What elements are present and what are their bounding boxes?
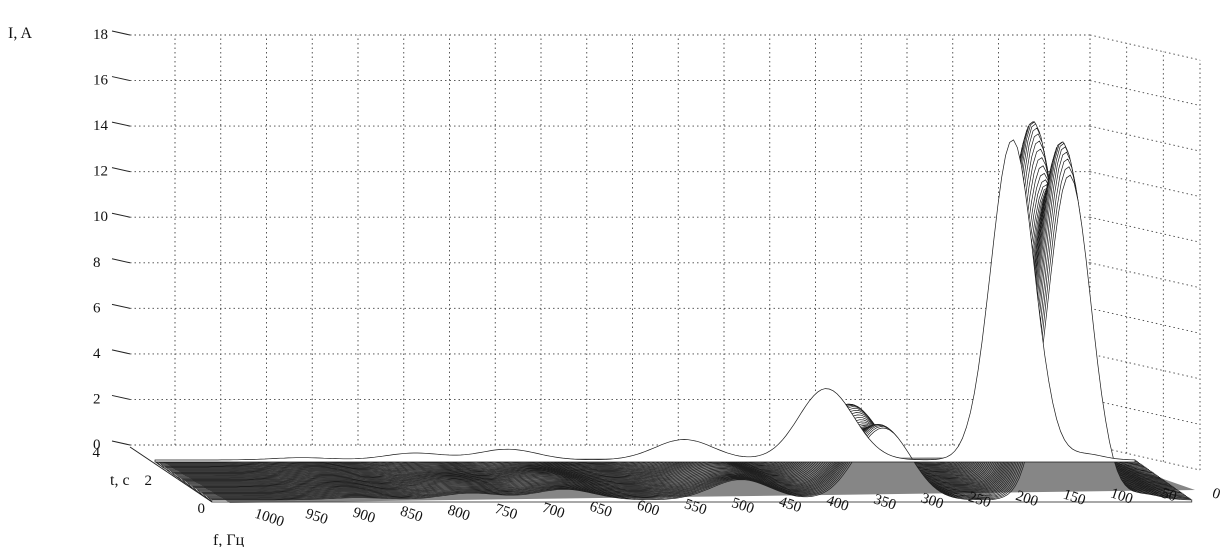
z-tick-mark xyxy=(111,167,131,173)
side-grid-line-z xyxy=(1089,80,1201,106)
side-grid-line-z xyxy=(1089,216,1201,243)
f-tick-label: 750 xyxy=(493,501,519,523)
f-tick-label: 850 xyxy=(398,504,424,526)
t-axis-line xyxy=(129,446,213,503)
t-tick-label: 2 xyxy=(145,473,153,489)
f-tick-label: 0 xyxy=(1210,485,1222,503)
f-tick-label: 600 xyxy=(635,498,661,520)
f-tick-label: 950 xyxy=(303,506,329,528)
z-axis-label: I, A xyxy=(8,25,32,42)
side-grid-line-z xyxy=(1089,125,1201,152)
f-tick-label: 250 xyxy=(966,489,992,511)
f-tick-label: 650 xyxy=(588,499,614,521)
z-tick-label: 0 xyxy=(93,437,101,453)
f-tick-label: 700 xyxy=(540,500,566,522)
z-tick-label: 8 xyxy=(93,255,101,271)
side-grid-line-z xyxy=(1089,353,1201,380)
t-tick-label: 4 xyxy=(93,445,101,461)
z-tick-mark xyxy=(111,394,131,400)
z-tick-label: 2 xyxy=(93,391,101,407)
z-tick-mark xyxy=(111,258,131,264)
f-tick-label: 1000 xyxy=(252,506,285,530)
z-tick-mark xyxy=(111,349,131,355)
f-tick-label: 350 xyxy=(872,492,898,514)
side-grid-line-z xyxy=(1089,262,1201,289)
f-tick-label: 100 xyxy=(1108,486,1134,508)
f-tick-label: 50 xyxy=(1159,485,1178,505)
f-tick-label: 450 xyxy=(777,494,803,516)
f-tick-label: 200 xyxy=(1014,488,1040,510)
z-tick-mark xyxy=(111,121,131,127)
z-tick-label: 18 xyxy=(93,27,108,43)
f-tick-label: 800 xyxy=(445,502,471,524)
f-axis-label: f, Гц xyxy=(213,532,245,547)
z-tick-mark xyxy=(111,30,131,36)
t-tick-label: 0 xyxy=(198,501,206,517)
surface-plot xyxy=(154,121,1195,503)
t-axis-label: t, c xyxy=(110,472,130,489)
z-tick-mark xyxy=(111,303,131,309)
side-grid-line-z xyxy=(1089,399,1201,425)
surface-floor xyxy=(160,457,1195,503)
side-grid-line-z xyxy=(1089,34,1201,61)
f-tick-label: 550 xyxy=(682,496,708,518)
z-tick-mark xyxy=(111,212,131,218)
f-tick-label: 500 xyxy=(730,495,756,517)
surface-ridge xyxy=(154,139,1136,463)
z-tick-label: 16 xyxy=(93,73,109,89)
side-grid-line-z xyxy=(1089,307,1201,334)
z-tick-label: 14 xyxy=(93,118,109,134)
z-tick-mark xyxy=(111,440,131,446)
z-tick-label: 6 xyxy=(93,300,101,316)
f-tick-label: 300 xyxy=(919,490,945,512)
z-tick-mark xyxy=(111,76,131,82)
z-tick-label: 12 xyxy=(93,164,108,180)
f-tick-label: 400 xyxy=(824,493,850,515)
f-tick-label: 900 xyxy=(351,505,377,527)
z-tick-label: 4 xyxy=(93,346,101,362)
f-tick-label: 150 xyxy=(1061,487,1087,509)
side-grid-line-z xyxy=(1089,171,1201,198)
z-tick-label: 10 xyxy=(93,209,108,225)
